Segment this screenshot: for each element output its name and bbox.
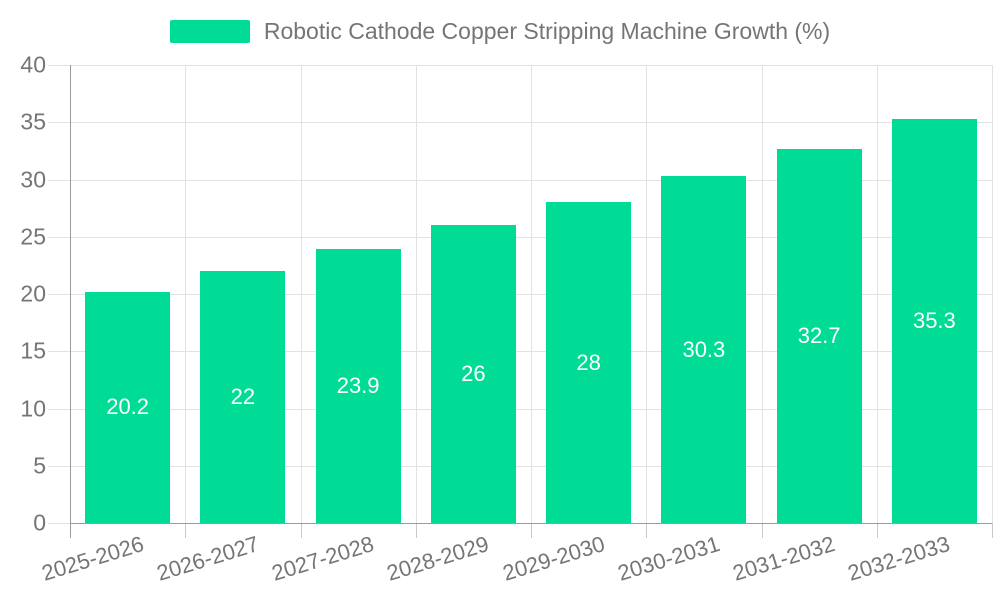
x-gridline (992, 65, 993, 523)
y-tick-label: 20 (20, 280, 46, 307)
legend-label: Robotic Cathode Copper Stripping Machine… (263, 18, 831, 44)
x-axis-tick (300, 523, 302, 538)
x-gridline (646, 65, 648, 523)
x-tick-label: 2029-2030 (499, 531, 608, 586)
bar-value-label: 20.2 (106, 394, 150, 420)
bar-value-label: 23.9 (336, 373, 380, 399)
bar-value-label: 32.7 (797, 322, 841, 348)
y-tick-label: 0 (33, 509, 46, 536)
y-axis-line (70, 65, 71, 538)
x-tick-label: 2026-2027 (153, 531, 262, 586)
bar[interactable]: 32.7 (776, 148, 862, 523)
x-gridline (185, 65, 187, 523)
y-axis-tick (48, 179, 70, 181)
x-tick-label: 2025-2026 (38, 531, 147, 586)
y-tick-label: 30 (20, 166, 46, 192)
x-tick-label: 2031-2032 (729, 531, 838, 586)
bar-value-label: 28 (576, 349, 601, 375)
bar[interactable]: 23.9 (315, 249, 401, 523)
bar-value-label: 35.3 (912, 307, 956, 333)
y-axis-tick (48, 408, 70, 410)
bar-value-label: 30.3 (682, 336, 726, 362)
y-axis-tick (48, 465, 70, 467)
y-tick-label: 10 (20, 395, 46, 421)
x-axis-tick (992, 523, 993, 538)
y-tick-label: 15 (20, 337, 46, 364)
x-gridline (531, 65, 532, 523)
x-gridline (761, 65, 763, 523)
y-axis-tick (48, 294, 70, 295)
chart-legend[interactable]: Robotic Cathode Copper Stripping Machine… (0, 18, 1000, 45)
y-axis-tick (48, 122, 70, 124)
x-axis-tick (876, 523, 878, 538)
x-gridline (876, 65, 878, 523)
y-axis-tick (48, 351, 70, 353)
bar[interactable]: 20.2 (85, 291, 171, 523)
y-tick-label: 35 (20, 108, 46, 135)
bar-value-label: 26 (461, 361, 486, 387)
y-axis-tick (48, 65, 70, 66)
x-axis-tick (761, 523, 763, 538)
x-gridline (300, 65, 302, 523)
bar[interactable]: 26 (430, 225, 516, 523)
x-tick-label: 2028-2029 (384, 531, 493, 586)
x-tick-label: 2030-2031 (614, 531, 723, 586)
x-axis-tick (531, 523, 532, 538)
legend-swatch-icon (169, 20, 250, 43)
x-axis-tick (415, 523, 417, 538)
x-gridline (415, 65, 417, 523)
y-tick-label: 40 (20, 51, 46, 78)
x-axis-tick (185, 523, 187, 538)
x-axis-tick (646, 523, 648, 538)
y-tick-label: 25 (20, 223, 46, 250)
x-tick-label: 2032-2033 (845, 531, 954, 586)
x-axis-line (70, 523, 992, 524)
bar-value-label: 22 (230, 384, 256, 410)
bar[interactable]: 22 (200, 271, 286, 523)
bar[interactable]: 35.3 (891, 118, 977, 523)
bar[interactable]: 30.3 (661, 176, 747, 523)
y-tick-label: 5 (33, 452, 46, 479)
x-tick-label: 2027-2028 (268, 531, 377, 586)
bar[interactable]: 28 (546, 202, 632, 523)
y-axis-tick (48, 236, 70, 238)
y-axis-tick (48, 523, 70, 524)
